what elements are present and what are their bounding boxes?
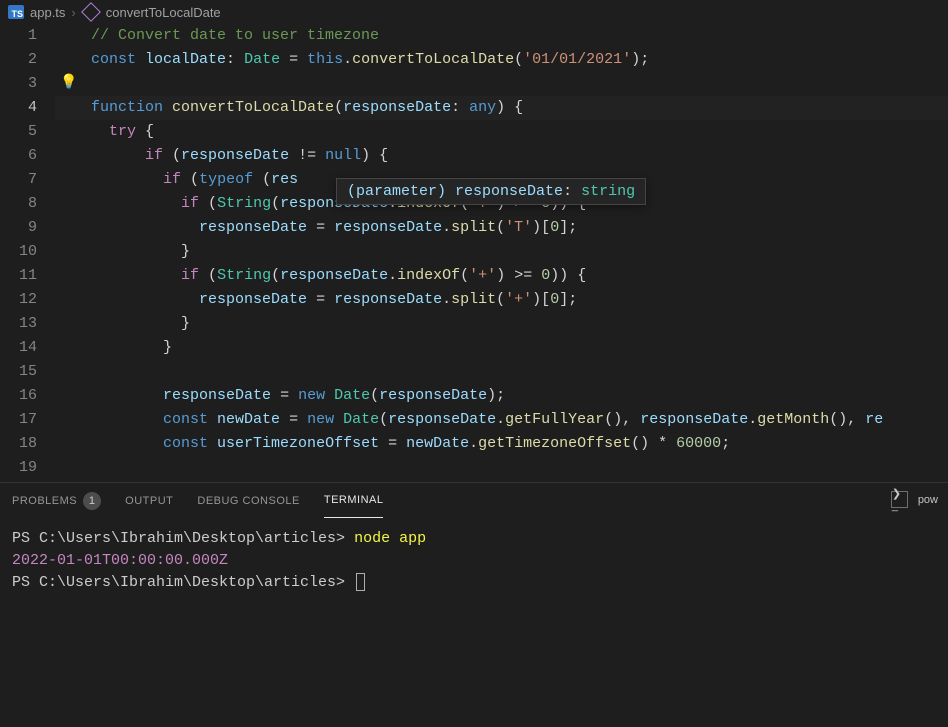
line-number: 8	[0, 192, 37, 216]
line-number: 5	[0, 120, 37, 144]
tab-debug-console[interactable]: DEBUG CONSOLE	[197, 483, 299, 518]
tab-output-label: OUTPUT	[125, 495, 173, 507]
breadcrumb-symbol[interactable]: convertToLocalDate	[106, 5, 221, 20]
terminal-line: PS C:\Users\Ibrahim\Desktop\articles> no…	[12, 528, 936, 550]
line-number: 12	[0, 288, 37, 312]
line-number: 13	[0, 312, 37, 336]
panel-tabs: PROBLEMS 1 OUTPUT DEBUG CONSOLE TERMINAL…	[0, 483, 948, 518]
code-line[interactable]: if (String(responseDate.indexOf('+') >= …	[55, 264, 948, 288]
code-area[interactable]: // Convert date to user timezone const l…	[55, 24, 948, 482]
panel-actions: ❯_ pow	[891, 491, 938, 508]
breadcrumb[interactable]: TS app.ts › convertToLocalDate	[0, 0, 948, 24]
terminal-cursor	[356, 573, 365, 591]
shell-name[interactable]: pow	[918, 494, 938, 506]
code-line[interactable]: // Convert date to user timezone	[55, 24, 948, 48]
method-icon	[81, 2, 101, 22]
code-line[interactable]: const newDate = new Date(responseDate.ge…	[55, 408, 948, 432]
code-line[interactable]: const localDate: Date = this.convertToLo…	[55, 48, 948, 72]
code-line[interactable]: }	[55, 240, 948, 264]
tab-problems-label: PROBLEMS	[12, 495, 77, 507]
code-line[interactable]: responseDate = new Date(responseDate);	[55, 384, 948, 408]
code-line[interactable]: }	[55, 312, 948, 336]
hover-type: string	[581, 183, 635, 200]
bottom-panel: PROBLEMS 1 OUTPUT DEBUG CONSOLE TERMINAL…	[0, 482, 948, 727]
line-number: 2	[0, 48, 37, 72]
line-number: 1	[0, 24, 37, 48]
line-number: 16	[0, 384, 37, 408]
line-number: 18	[0, 432, 37, 456]
breadcrumb-file[interactable]: app.ts	[30, 5, 65, 20]
code-line[interactable]: function convertToLocalDate(responseDate…	[55, 96, 948, 120]
line-number: 7	[0, 168, 37, 192]
line-number: 19	[0, 456, 37, 480]
tab-debug-label: DEBUG CONSOLE	[197, 495, 299, 507]
line-number: 6	[0, 144, 37, 168]
hover-tooltip: (parameter) responseDate: string	[336, 178, 646, 205]
code-line[interactable]: responseDate = responseDate.split('+')[0…	[55, 288, 948, 312]
lightbulb-icon[interactable]: 💡	[60, 74, 77, 91]
code-line[interactable]: if (responseDate != null) {	[55, 144, 948, 168]
line-number: 17	[0, 408, 37, 432]
code-line[interactable]: }	[55, 336, 948, 360]
code-line[interactable]	[55, 456, 948, 480]
hover-sep: :	[563, 183, 581, 200]
code-line[interactable]: const userTimezoneOffset = newDate.getTi…	[55, 432, 948, 456]
hover-name: responseDate	[455, 183, 563, 200]
terminal-output[interactable]: PS C:\Users\Ibrahim\Desktop\articles> no…	[0, 518, 948, 604]
code-line[interactable]: responseDate = responseDate.split('T')[0…	[55, 216, 948, 240]
tab-terminal[interactable]: TERMINAL	[324, 483, 384, 518]
line-number: 14	[0, 336, 37, 360]
launch-profile-icon[interactable]: ❯_	[891, 491, 908, 508]
line-number: 15	[0, 360, 37, 384]
line-number: 10	[0, 240, 37, 264]
terminal-line: PS C:\Users\Ibrahim\Desktop\articles>	[12, 572, 936, 594]
tab-problems[interactable]: PROBLEMS 1	[12, 483, 101, 518]
line-number: 11	[0, 264, 37, 288]
code-line[interactable]: try {	[55, 120, 948, 144]
code-editor[interactable]: 12345678910111213141516171819 // Convert…	[0, 24, 948, 482]
line-number-gutter: 12345678910111213141516171819	[0, 24, 55, 482]
line-number: 9	[0, 216, 37, 240]
breadcrumb-separator: ›	[71, 5, 75, 20]
line-number: 4	[0, 96, 37, 120]
tab-output[interactable]: OUTPUT	[125, 483, 173, 518]
typescript-file-icon: TS	[8, 5, 24, 19]
hover-prefix: (parameter)	[347, 183, 455, 200]
problems-count-badge: 1	[83, 492, 101, 510]
tab-terminal-label: TERMINAL	[324, 494, 384, 506]
code-line[interactable]	[55, 360, 948, 384]
code-line[interactable]	[55, 72, 948, 96]
line-number: 3	[0, 72, 37, 96]
terminal-line: 2022-01-01T00:00:00.000Z	[12, 550, 936, 572]
